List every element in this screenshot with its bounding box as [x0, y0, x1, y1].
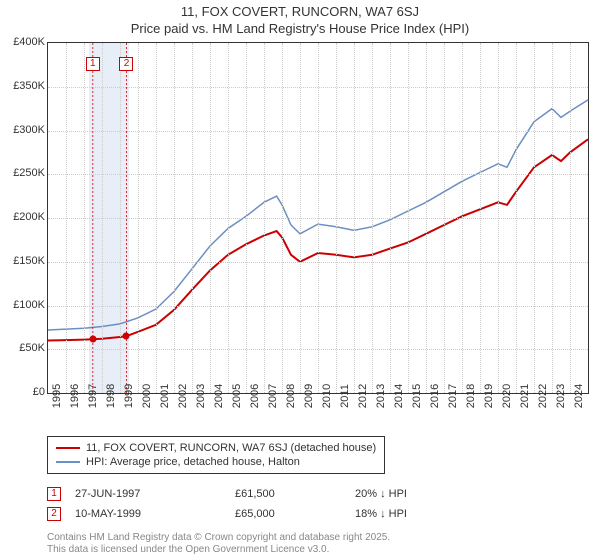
gridline-v — [354, 43, 355, 393]
xtick-label: 2020 — [501, 384, 513, 408]
gridline-v — [102, 43, 103, 393]
gridline-v — [246, 43, 247, 393]
xtick-label: 2014 — [393, 384, 405, 408]
sale-marker-1: 1 — [47, 487, 61, 501]
gridline-v — [66, 43, 67, 393]
ytick-label: £150K — [13, 255, 45, 267]
gridline-v — [408, 43, 409, 393]
xtick-label: 1995 — [51, 384, 63, 408]
title-line-2: Price paid vs. HM Land Registry's House … — [131, 21, 469, 36]
sale-delta-2: 18% ↓ HPI — [355, 508, 475, 520]
xtick-label: 2016 — [429, 384, 441, 408]
legend-swatch-price — [56, 447, 80, 449]
gridline-v — [300, 43, 301, 393]
xtick-label: 1997 — [87, 384, 99, 408]
gridline-v — [552, 43, 553, 393]
ytick-label: £100K — [13, 299, 45, 311]
xtick-label: 2022 — [537, 384, 549, 408]
sale-marker-box: 2 — [119, 57, 133, 71]
xtick-label: 2015 — [411, 384, 423, 408]
gridline-v — [426, 43, 427, 393]
gridline-v — [480, 43, 481, 393]
xtick-label: 1999 — [123, 384, 135, 408]
sales-table: 1 27-JUN-1997 £61,500 20% ↓ HPI 2 10-MAY… — [47, 484, 587, 524]
gridline-v — [264, 43, 265, 393]
ytick-label: £50K — [19, 342, 45, 354]
legend-item-price: 11, FOX COVERT, RUNCORN, WA7 6SJ (detach… — [56, 441, 376, 455]
ytick-label: £350K — [13, 80, 45, 92]
xtick-label: 2011 — [339, 384, 351, 408]
sale-date-1: 27-JUN-1997 — [75, 488, 235, 500]
xtick-label: 2019 — [483, 384, 495, 408]
gridline-v — [192, 43, 193, 393]
ytick-label: £300K — [13, 124, 45, 136]
gridline-v — [462, 43, 463, 393]
legend: 11, FOX COVERT, RUNCORN, WA7 6SJ (detach… — [47, 436, 587, 556]
xtick-label: 2003 — [195, 384, 207, 408]
footnote-line-2: This data is licensed under the Open Gov… — [47, 544, 329, 555]
sale-price-1: £61,500 — [235, 488, 355, 500]
gridline-v — [84, 43, 85, 393]
gridline-v — [444, 43, 445, 393]
xtick-label: 2023 — [555, 384, 567, 408]
ytick-label: £200K — [13, 211, 45, 223]
xtick-label: 1996 — [69, 384, 81, 408]
xtick-label: 1998 — [105, 384, 117, 408]
xtick-label: 2005 — [231, 384, 243, 408]
sale-dot — [123, 333, 130, 340]
ytick-label: £0 — [33, 386, 45, 398]
legend-label-price: 11, FOX COVERT, RUNCORN, WA7 6SJ (detach… — [86, 442, 376, 454]
sales-row-1: 1 27-JUN-1997 £61,500 20% ↓ HPI — [47, 484, 587, 504]
xtick-label: 2024 — [573, 384, 585, 408]
xtick-label: 2000 — [141, 384, 153, 408]
sale-date-2: 10-MAY-1999 — [75, 508, 235, 520]
gridline-v — [156, 43, 157, 393]
gridline-v — [120, 43, 121, 393]
ytick-label: £250K — [13, 167, 45, 179]
chart-title: 11, FOX COVERT, RUNCORN, WA7 6SJ Price p… — [0, 0, 600, 38]
gridline-v — [372, 43, 373, 393]
footnote-line-1: Contains HM Land Registry data © Crown c… — [47, 532, 390, 543]
legend-label-hpi: HPI: Average price, detached house, Halt… — [86, 456, 300, 468]
xtick-label: 2013 — [375, 384, 387, 408]
gridline-v — [282, 43, 283, 393]
chart-container: 11, FOX COVERT, RUNCORN, WA7 6SJ Price p… — [0, 0, 600, 560]
sale-marker-2: 2 — [47, 507, 61, 521]
sale-price-2: £65,000 — [235, 508, 355, 520]
title-line-1: 11, FOX COVERT, RUNCORN, WA7 6SJ — [181, 4, 419, 19]
xtick-label: 2009 — [303, 384, 315, 408]
gridline-v — [210, 43, 211, 393]
gridline-v — [516, 43, 517, 393]
sale-marker-box: 1 — [86, 57, 100, 71]
gridline-v — [174, 43, 175, 393]
xtick-label: 2010 — [321, 384, 333, 408]
gridline-v — [534, 43, 535, 393]
footnote: Contains HM Land Registry data © Crown c… — [47, 532, 587, 556]
sale-delta-1: 20% ↓ HPI — [355, 488, 475, 500]
sales-row-2: 2 10-MAY-1999 £65,000 18% ↓ HPI — [47, 504, 587, 524]
plot-area: 12 — [47, 42, 589, 394]
gridline-v — [570, 43, 571, 393]
xtick-label: 2001 — [159, 384, 171, 408]
xtick-label: 2018 — [465, 384, 477, 408]
gridline-v — [138, 43, 139, 393]
gridline-v — [228, 43, 229, 393]
xtick-label: 2006 — [249, 384, 261, 408]
xtick-label: 2004 — [213, 384, 225, 408]
gridline-v — [336, 43, 337, 393]
legend-swatch-hpi — [56, 461, 80, 463]
xtick-label: 2002 — [177, 384, 189, 408]
xtick-label: 2012 — [357, 384, 369, 408]
gridline-v — [390, 43, 391, 393]
gridline-v — [318, 43, 319, 393]
ytick-label: £400K — [13, 36, 45, 48]
sale-dot — [89, 336, 96, 343]
xtick-label: 2021 — [519, 384, 531, 408]
gridline-v — [498, 43, 499, 393]
xtick-label: 2007 — [267, 384, 279, 408]
xtick-label: 2008 — [285, 384, 297, 408]
legend-box: 11, FOX COVERT, RUNCORN, WA7 6SJ (detach… — [47, 436, 385, 474]
legend-item-hpi: HPI: Average price, detached house, Halt… — [56, 455, 376, 469]
xtick-label: 2017 — [447, 384, 459, 408]
